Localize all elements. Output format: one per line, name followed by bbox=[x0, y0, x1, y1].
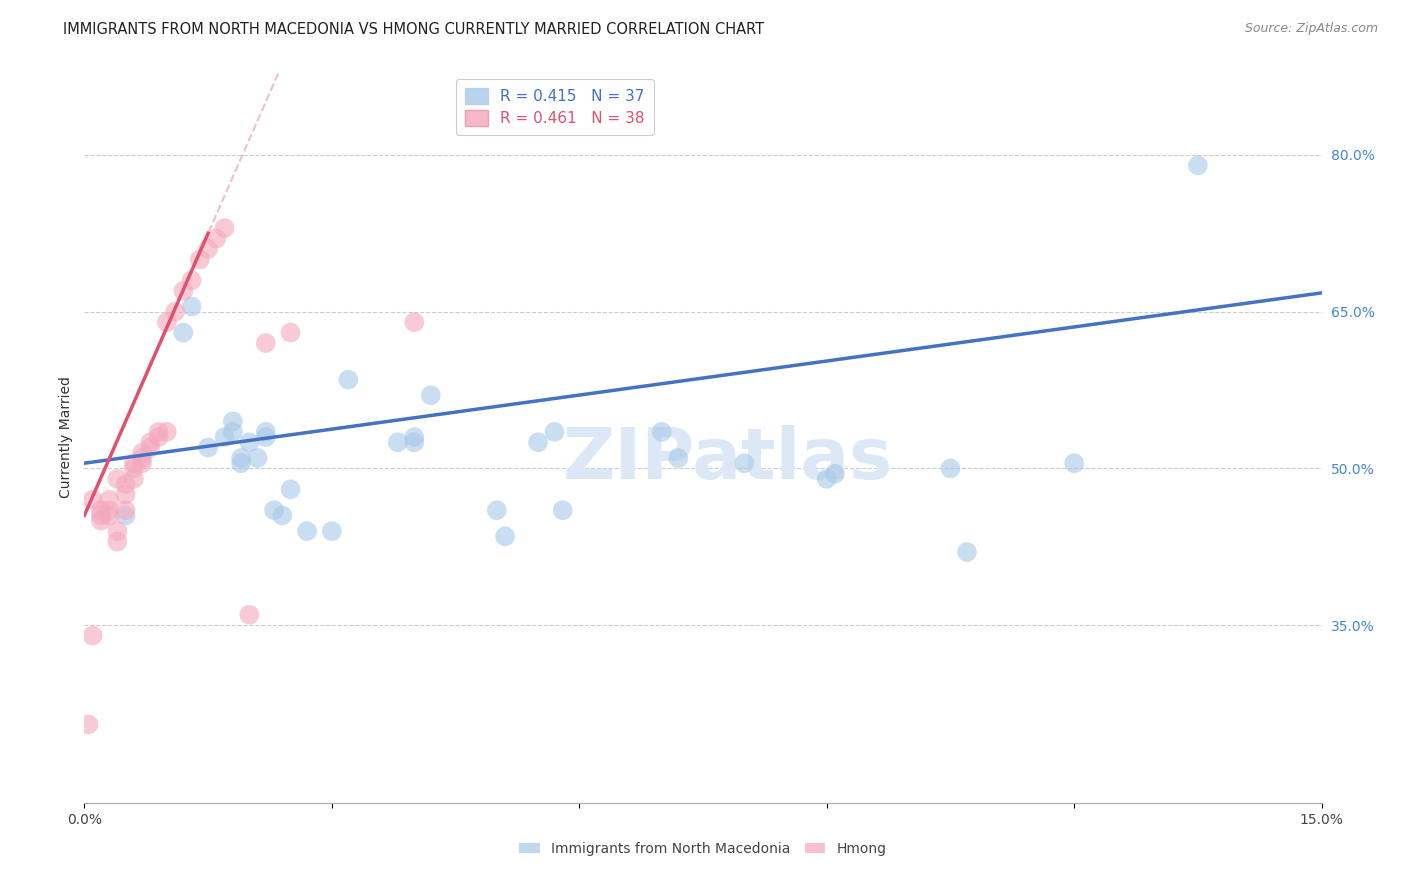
Point bbox=[131, 456, 153, 470]
Point bbox=[280, 326, 302, 340]
Point bbox=[105, 534, 128, 549]
Point bbox=[165, 304, 187, 318]
Point bbox=[82, 492, 104, 507]
Point bbox=[254, 336, 277, 351]
Point bbox=[122, 461, 145, 475]
Point bbox=[114, 508, 136, 523]
Point bbox=[98, 503, 121, 517]
Point bbox=[180, 300, 202, 314]
Legend: Immigrants from North Macedonia, Hmong: Immigrants from North Macedonia, Hmong bbox=[513, 837, 893, 862]
Point bbox=[222, 414, 245, 428]
Point bbox=[651, 425, 673, 439]
Point bbox=[404, 435, 426, 450]
Point bbox=[122, 472, 145, 486]
Text: ZIPatlas: ZIPatlas bbox=[562, 425, 893, 493]
Point bbox=[321, 524, 343, 538]
Text: IMMIGRANTS FROM NORTH MACEDONIA VS HMONG CURRENTLY MARRIED CORRELATION CHART: IMMIGRANTS FROM NORTH MACEDONIA VS HMONG… bbox=[63, 22, 765, 37]
Point bbox=[114, 487, 136, 501]
Point bbox=[404, 315, 426, 329]
Point bbox=[82, 629, 104, 643]
Point bbox=[1063, 456, 1085, 470]
Point bbox=[263, 503, 285, 517]
Point bbox=[214, 430, 236, 444]
Point bbox=[114, 477, 136, 491]
Point bbox=[229, 456, 252, 470]
Point bbox=[139, 441, 162, 455]
Point bbox=[815, 472, 838, 486]
Point bbox=[280, 483, 302, 497]
Point bbox=[172, 284, 194, 298]
Point bbox=[188, 252, 211, 267]
Point bbox=[666, 450, 689, 465]
Point bbox=[105, 524, 128, 538]
Point bbox=[122, 456, 145, 470]
Point bbox=[98, 492, 121, 507]
Point bbox=[238, 435, 260, 450]
Point bbox=[148, 430, 170, 444]
Point bbox=[254, 425, 277, 439]
Point bbox=[222, 425, 245, 439]
Point bbox=[105, 472, 128, 486]
Point bbox=[114, 503, 136, 517]
Point bbox=[551, 503, 574, 517]
Point bbox=[131, 450, 153, 465]
Point bbox=[543, 425, 565, 439]
Point bbox=[180, 273, 202, 287]
Point bbox=[197, 441, 219, 455]
Point bbox=[271, 508, 294, 523]
Point bbox=[90, 503, 112, 517]
Point bbox=[197, 242, 219, 256]
Point bbox=[77, 717, 100, 731]
Point bbox=[214, 221, 236, 235]
Point bbox=[98, 508, 121, 523]
Point bbox=[246, 450, 269, 465]
Point bbox=[485, 503, 508, 517]
Point bbox=[131, 446, 153, 460]
Point bbox=[1187, 158, 1209, 172]
Point bbox=[90, 508, 112, 523]
Point bbox=[139, 435, 162, 450]
Point bbox=[238, 607, 260, 622]
Point bbox=[387, 435, 409, 450]
Point bbox=[939, 461, 962, 475]
Point bbox=[205, 231, 228, 245]
Point bbox=[254, 430, 277, 444]
Point bbox=[156, 315, 179, 329]
Point bbox=[494, 529, 516, 543]
Point bbox=[90, 514, 112, 528]
Text: Source: ZipAtlas.com: Source: ZipAtlas.com bbox=[1244, 22, 1378, 36]
Point bbox=[295, 524, 318, 538]
Point bbox=[733, 456, 755, 470]
Point bbox=[404, 430, 426, 444]
Point bbox=[172, 326, 194, 340]
Point bbox=[337, 373, 360, 387]
Point bbox=[956, 545, 979, 559]
Point bbox=[229, 450, 252, 465]
Point bbox=[148, 425, 170, 439]
Point bbox=[156, 425, 179, 439]
Point bbox=[527, 435, 550, 450]
Point bbox=[824, 467, 846, 481]
Point bbox=[419, 388, 441, 402]
Y-axis label: Currently Married: Currently Married bbox=[59, 376, 73, 498]
